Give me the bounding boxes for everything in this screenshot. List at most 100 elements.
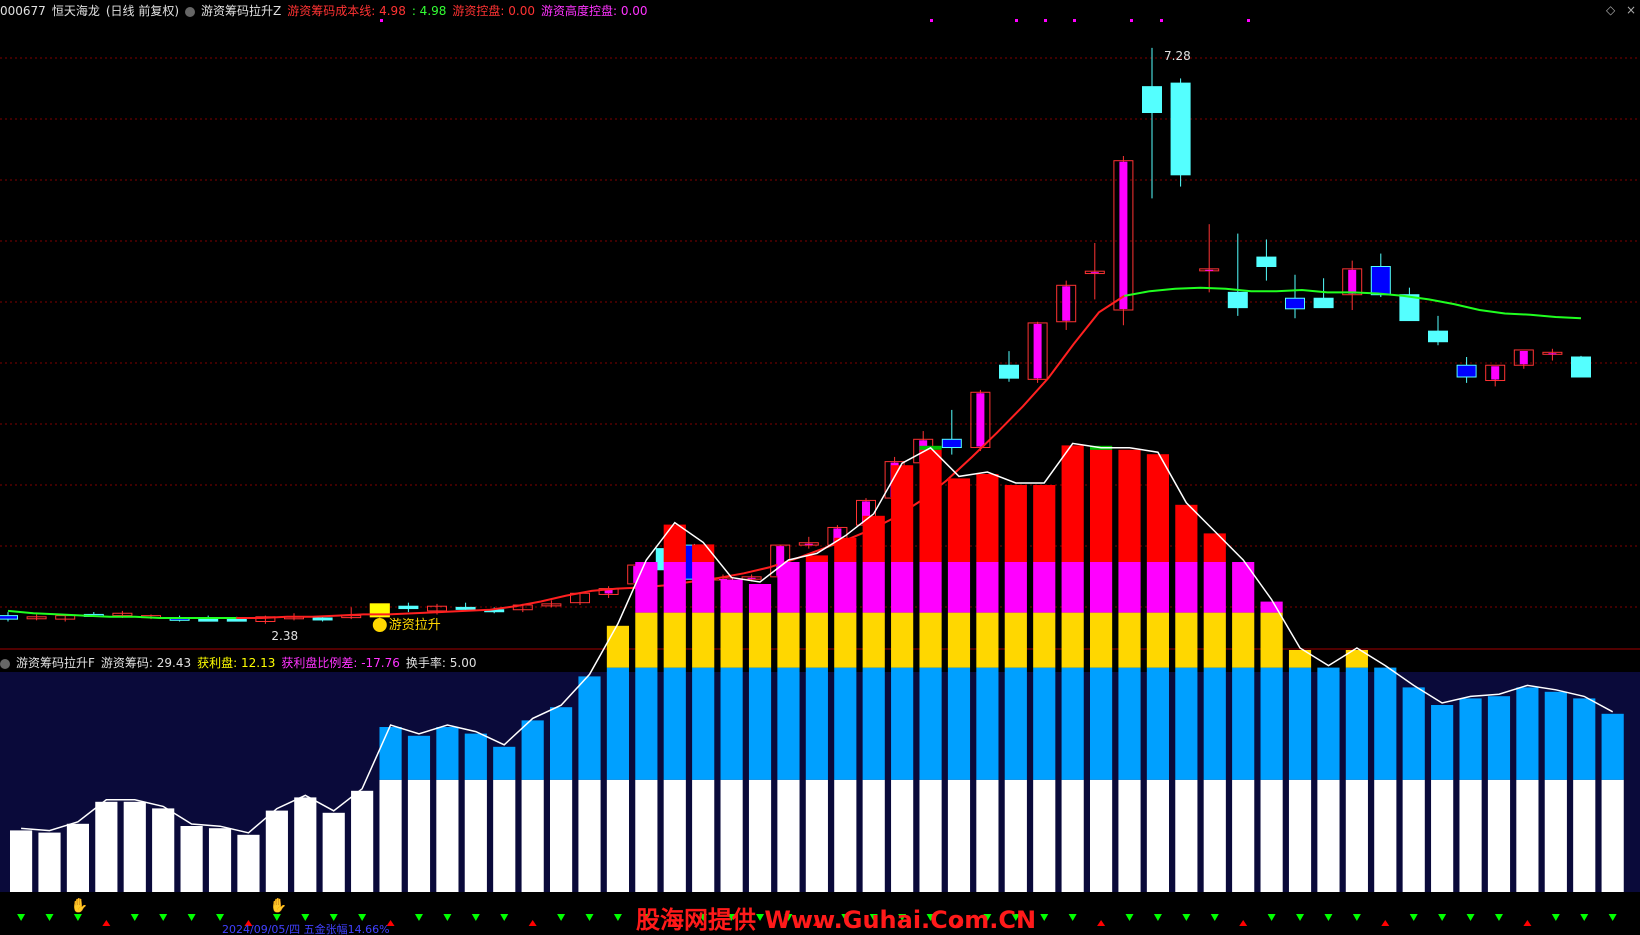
bar-segment-white [521,779,544,892]
candle-fill [1119,161,1128,309]
bar-segment-blue [1288,667,1312,780]
bar-segment-red [834,537,857,562]
bar-segment-white [1487,779,1511,892]
bar-segment-blue [1544,691,1567,780]
bar-segment-red [919,449,942,562]
sub-indicator-settings-icon[interactable] [0,658,10,669]
green-down-arrow [1466,914,1475,921]
bar-segment-white [95,801,118,892]
cost-line-green-segment [7,609,237,619]
bar-segment-white [294,797,317,892]
green-down-arrow [1182,914,1191,921]
bar-segment-white [237,834,260,892]
bar-segment-yellow [720,612,743,668]
bar-segment-white [1402,779,1425,892]
candle-body [1027,322,1048,380]
red-up-arrow [102,920,111,926]
bar-segment-white [152,808,175,892]
candle-fill [1062,286,1071,321]
bar-segment-red [805,555,828,562]
bar-segment-purple [720,579,743,613]
stock-code[interactable]: 000677 [0,4,46,18]
green-down-arrow [613,914,622,921]
bar-segment-blue [407,735,431,780]
bar-segment-yellow [777,612,800,668]
bar-segment-blue [1573,698,1596,780]
bar-segment-white [265,810,288,892]
bar-segment-white [1175,779,1198,892]
bar-segment-white [777,779,800,892]
bar-segment-purple [1175,562,1198,613]
green-down-arrow [329,914,338,921]
bar-segment-white [38,832,61,892]
candle-fill [833,528,842,545]
green-down-arrow [414,914,423,921]
red-up-arrow [1381,920,1390,926]
diamond-icon[interactable]: ◇ [1606,3,1616,17]
bar-segment-purple [1146,562,1170,613]
green-down-arrow [1210,914,1219,921]
indicator-settings-icon[interactable] [185,6,196,17]
candle-body [1313,297,1334,309]
control-value: 游资控盘: 0.00 [452,4,535,18]
bar-segment-white [692,779,715,892]
candle-body [999,364,1019,379]
red-up-arrow [1239,920,1248,926]
candle-body [1399,294,1420,322]
bar-segment-blue [635,667,658,780]
candle-fill [1519,350,1528,365]
bar-segment-blue [862,667,885,780]
bar-segment-blue [606,667,630,780]
red-up-arrow [1097,920,1106,926]
green-down-arrow [301,914,310,921]
bar-segment-purple [891,562,914,613]
red-up-arrow [670,920,679,926]
candle-body [1056,284,1077,323]
bar-segment-purple [663,562,686,613]
candle-body [541,603,562,607]
candle-fill [1090,272,1099,274]
bar-segment-yellow [748,612,772,668]
bar-segment-white [436,779,459,892]
top-marker-dot [1160,19,1163,22]
green-down-arrow [585,914,594,921]
green-down-arrow [841,914,850,921]
bar-segment-blue [692,667,715,780]
bar-segment-yellow [1090,612,1113,668]
sub-indicator-name[interactable]: 游资筹码拉升F [16,656,95,670]
candle-body [1513,349,1534,366]
cost-line-value: 游资筹码成本线: 4.98 [287,4,406,18]
bar-segment-yellow [1118,612,1141,668]
bar-segment-white [1601,779,1624,892]
bar-segment-blue [1260,667,1283,780]
bar-segment-blue [1061,667,1084,780]
top-marker-dot [1044,19,1047,22]
bar-segment-white [578,779,601,892]
bar-segment-blue [578,676,601,780]
bar-segment-blue [1402,687,1425,780]
candle-body [1285,297,1305,310]
hand-icon: ✋ [71,897,88,914]
candle-body [427,605,447,612]
date-status-text: 2024/09/05/四 五金张幅14.66% [222,922,390,935]
bar-segment-purple [805,562,828,613]
bar-segment-white [123,801,146,892]
candle-body [255,616,276,622]
green-down-arrow [1580,914,1589,921]
candle-fill [1033,323,1042,379]
close-icon[interactable]: × [1626,3,1637,17]
bar-segment-red [862,515,885,562]
bar-segment-white [805,779,828,892]
turnover-value: 换手率: 5.00 [405,656,477,670]
bar-segment-white [976,779,999,892]
bar-segment-red [1061,445,1084,562]
bar-segment-white [1573,779,1596,892]
bar-segment-blue [464,733,487,780]
bar-segment-yellow [1288,650,1312,668]
smiley-icon [372,618,387,632]
bar-segment-yellow [976,612,999,668]
candle-body [198,618,219,622]
bar-segment-white [1203,779,1226,892]
indicator-name[interactable]: 游资筹码拉升Z [201,4,282,18]
candle-body [1170,82,1191,176]
